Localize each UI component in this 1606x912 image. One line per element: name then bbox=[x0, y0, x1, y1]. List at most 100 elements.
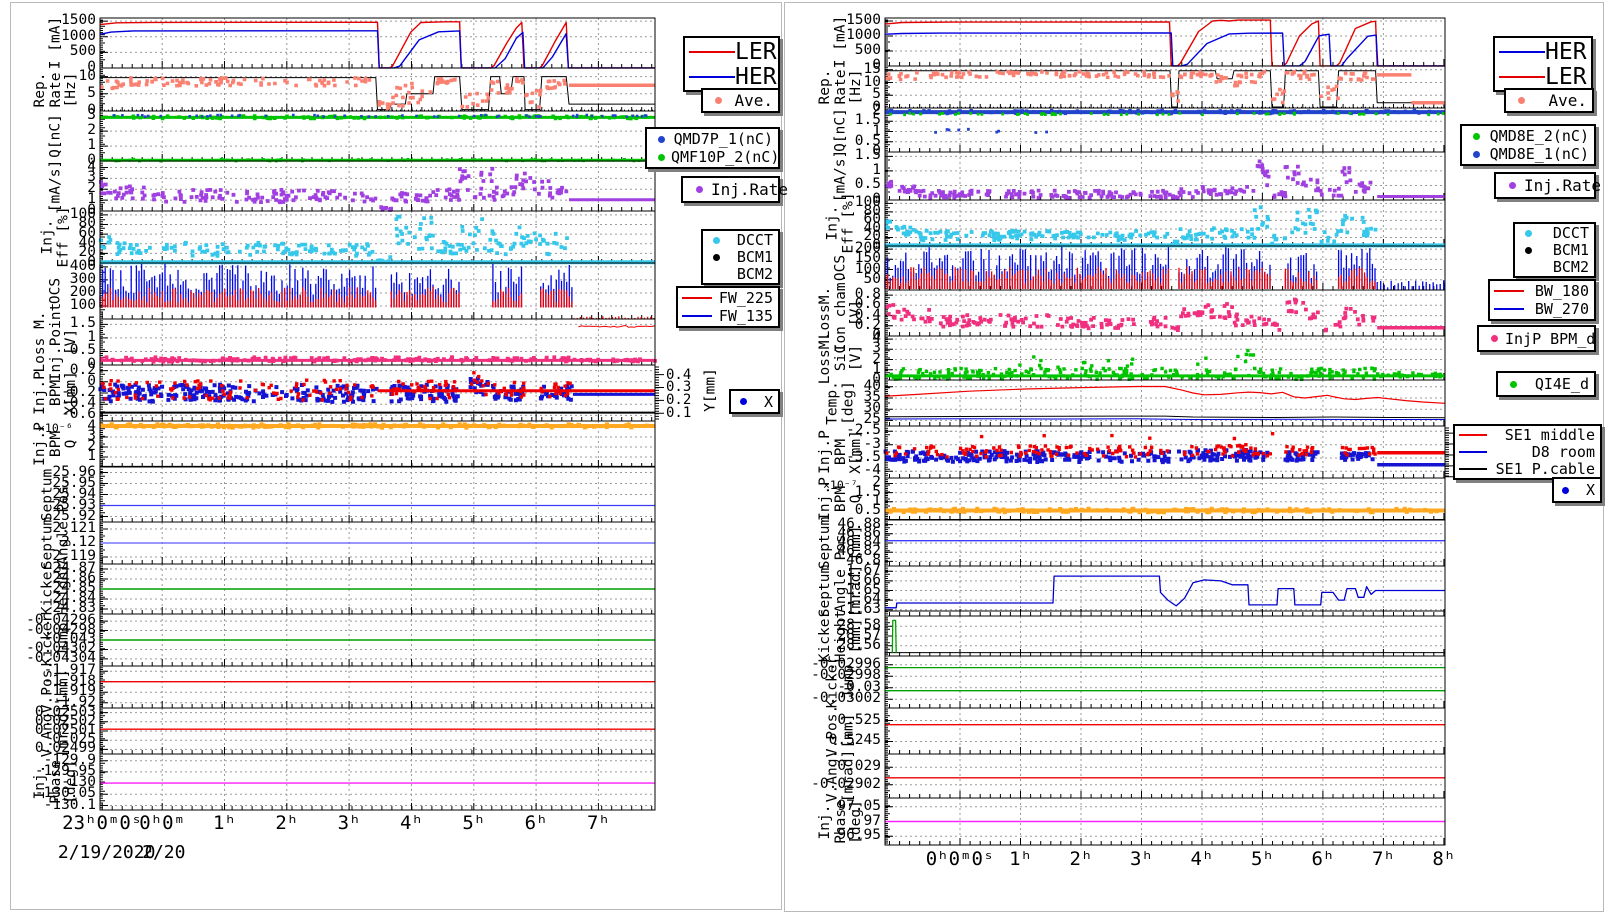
x-tick-label: 5ʰ bbox=[462, 812, 486, 834]
legend-dot-swatch bbox=[1483, 335, 1505, 342]
y-tick-label: 0.6 bbox=[854, 296, 881, 313]
y-tick-label: 35 bbox=[863, 388, 881, 405]
legend-label: DCCT bbox=[736, 231, 773, 250]
y-tick-label: 0 bbox=[87, 152, 96, 168]
y-tick-label: 1 bbox=[87, 137, 96, 154]
y-tick-label: 4 bbox=[87, 158, 96, 175]
y-tick-label: 0.02501 bbox=[34, 722, 96, 738]
y-tick-label: 30 bbox=[863, 400, 881, 417]
legend-entry: D8 room bbox=[1459, 443, 1595, 462]
y-tick-label: 0.02502 bbox=[34, 712, 96, 729]
dot-swatch-icon bbox=[712, 253, 720, 261]
legend-label: BW_180 bbox=[1534, 282, 1589, 300]
legend-dot-swatch bbox=[735, 398, 751, 405]
legend-label: InjP BPM_d bbox=[1505, 329, 1596, 348]
x-tick-label: 5ʰ bbox=[1250, 848, 1274, 870]
line-swatch-icon bbox=[1459, 467, 1487, 470]
y-tick-label: 1.5 bbox=[69, 315, 96, 332]
legend-label: BCM1 bbox=[736, 248, 773, 267]
legend-dot-swatch bbox=[1519, 229, 1537, 237]
y-tick-label: 24.85 bbox=[52, 580, 96, 596]
x-tick-label: 4ʰ bbox=[1190, 848, 1214, 870]
legend-box: Ave. bbox=[1504, 88, 1594, 113]
y-tick-label: 500 bbox=[69, 43, 96, 60]
legend-entry: BCM2 bbox=[707, 264, 773, 283]
legend-line-swatch bbox=[1459, 434, 1487, 437]
y-tick-label: 1 bbox=[87, 328, 96, 345]
y-tick-label: 46.88 bbox=[837, 515, 881, 532]
dot-swatch-icon bbox=[1472, 150, 1480, 158]
y-tick-label: 300 bbox=[69, 270, 96, 287]
legend-line-swatch bbox=[1499, 50, 1545, 53]
y-tick-label: 1.63 bbox=[846, 600, 881, 617]
dot-swatch-icon bbox=[739, 398, 747, 405]
y-tick-label: -1.917 bbox=[43, 662, 96, 679]
legend-label: BCM2 bbox=[736, 264, 773, 283]
y-tick-label: -0.04304 bbox=[26, 649, 96, 666]
y-tick-label: -130.05 bbox=[34, 785, 96, 802]
x-tick-label: 23ʰ0ᵐ0ˢ bbox=[62, 812, 143, 834]
y-tick-label: 2 bbox=[87, 180, 96, 197]
y-tick-label: -3 bbox=[863, 435, 881, 452]
y-tick-label: 24.86 bbox=[52, 570, 96, 586]
right-y-axis-label: Y[mm] bbox=[702, 368, 719, 413]
y-tick-label: 28.58 bbox=[837, 617, 881, 634]
legend-entry: HER bbox=[1499, 39, 1587, 65]
legend-dot-swatch bbox=[651, 135, 671, 143]
y-tick-label: 24.84 bbox=[52, 590, 96, 606]
line-swatch-icon bbox=[1494, 290, 1524, 292]
right-y-tick-label: 0.4 bbox=[666, 366, 692, 383]
y-tick-label: 0.5245 bbox=[828, 732, 881, 749]
dot-swatch-icon bbox=[1524, 246, 1532, 254]
legend-dot-swatch bbox=[1466, 132, 1486, 140]
legend-line-swatch bbox=[689, 75, 735, 78]
legend-dot-swatch bbox=[707, 236, 725, 244]
y-tick-label: 46.8 bbox=[846, 552, 881, 569]
y-tick-label: 24.83 bbox=[52, 600, 96, 616]
x-tick-label: 8ʰ bbox=[1432, 848, 1456, 870]
legend-entry: Inj.Rate bbox=[1500, 176, 1601, 195]
y-tick-label: 60 bbox=[78, 225, 96, 242]
y-tick-label: 0 bbox=[87, 59, 96, 75]
legend-label: QMF10P_2(nC) bbox=[671, 148, 780, 166]
legend-entry: Ave. bbox=[1510, 91, 1587, 110]
legend-box: LER HER bbox=[683, 36, 780, 92]
y-tick-label: 2 bbox=[87, 438, 96, 454]
y-tick-label: 2 bbox=[872, 350, 881, 367]
y-tick-label: -0.04302 bbox=[26, 640, 96, 657]
y-tick-label: -0.02902 bbox=[811, 775, 881, 792]
dot-swatch-icon bbox=[712, 236, 720, 244]
y-tick-label: 28.56 bbox=[837, 636, 881, 653]
legend-label: D8 room bbox=[1531, 443, 1595, 462]
y-tick-label: 60 bbox=[863, 211, 881, 228]
right-y-tick-label: 0.3 bbox=[666, 379, 692, 396]
y-tick-label: 0.525 bbox=[837, 711, 881, 728]
dot-swatch-icon bbox=[1509, 380, 1517, 388]
x-tick-label: 6ʰ bbox=[1311, 848, 1335, 870]
legend-line-swatch bbox=[682, 297, 712, 299]
y-tick-label: 0 bbox=[87, 202, 96, 218]
y-tick-label: 1500 bbox=[61, 12, 96, 29]
legend-box: X bbox=[1552, 477, 1602, 503]
legend-dot-swatch bbox=[707, 97, 729, 104]
legend-box: SE1 middle D8 room SE1 P.cable bbox=[1453, 424, 1602, 480]
legend-label: Inj.Rate bbox=[1524, 176, 1602, 195]
y-tick-label: 0 bbox=[872, 237, 881, 253]
y-tick-label: 46.86 bbox=[837, 524, 881, 541]
legend-label: Ave. bbox=[1548, 91, 1587, 110]
legend-entry: X bbox=[1558, 481, 1595, 499]
legend-entry: HER bbox=[689, 64, 777, 90]
y-tick-label: -0.03002 bbox=[811, 690, 881, 707]
legend-label: HER bbox=[735, 63, 777, 90]
right-y-tick-label: 0.2 bbox=[666, 392, 692, 409]
y-tick-label: -0.043 bbox=[43, 631, 96, 647]
y-tick-label: 0.2 bbox=[854, 316, 881, 333]
y-tick-label: 25.93 bbox=[52, 496, 96, 513]
y-tick-label: -129.95 bbox=[34, 762, 96, 779]
y-axis-scale-label: ×10⁻⁷ bbox=[823, 478, 858, 492]
y-tick-label: 200 bbox=[69, 283, 96, 300]
legend-box: DCCT BCM1 BCM2 bbox=[701, 229, 780, 285]
y-tick-label: 0 bbox=[87, 102, 96, 118]
y-tick-label: -0.4 bbox=[61, 395, 96, 412]
y-tick-label: -0.03 bbox=[837, 678, 881, 695]
